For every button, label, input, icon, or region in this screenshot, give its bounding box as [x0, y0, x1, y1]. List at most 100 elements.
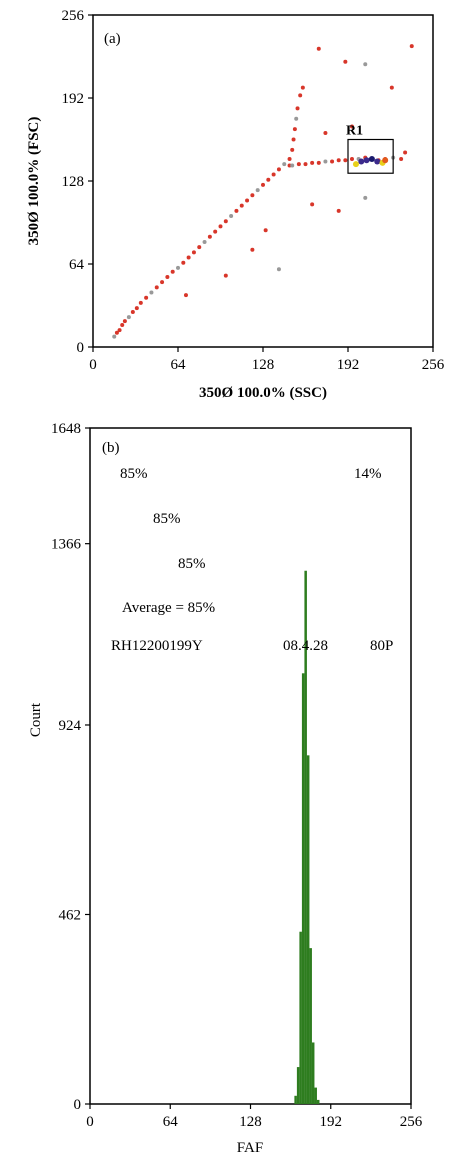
- histogram-x-tick-label: 192: [320, 1114, 343, 1130]
- scatter-dense-point: [382, 157, 389, 164]
- scatter-y-tick-label: 256: [62, 8, 85, 24]
- scatter-point: [296, 162, 301, 167]
- scatter-point: [343, 158, 348, 163]
- scatter-point: [120, 322, 125, 327]
- scatter-y-tick-label: 128: [62, 174, 85, 190]
- scatter-x-tick-label: 256: [422, 357, 445, 373]
- annotation-pct-left-1: 85%: [120, 466, 148, 482]
- scatter-point: [245, 198, 250, 203]
- scatter-point: [202, 239, 207, 244]
- scatter-point: [290, 163, 295, 168]
- scatter-point: [160, 280, 165, 285]
- histogram-y-tick-label: 1366: [51, 537, 82, 553]
- histogram-bar: [301, 673, 305, 1104]
- histogram-bar: [316, 1099, 320, 1104]
- histogram-panel: (b) 0 64 128 192 256 0 462 924 1366 1648 85% 14%…: [28, 421, 423, 1156]
- scatter-point: [336, 158, 341, 163]
- histogram-x-ticks: 0 64 128 192 256: [86, 1104, 423, 1130]
- scatter-dense-point: [368, 155, 375, 162]
- scatter-point: [186, 255, 191, 260]
- histogram-bar: [294, 1095, 297, 1104]
- scatter-point: [197, 245, 202, 250]
- annotation-average: Average = 85%: [122, 600, 215, 616]
- scatter-point: [234, 208, 239, 213]
- scatter-point: [276, 267, 281, 272]
- annotation-date: 08.4.28: [283, 638, 328, 654]
- scatter-point: [316, 46, 321, 51]
- scatter-point: [170, 269, 175, 274]
- scatter-point: [276, 167, 281, 172]
- scatter-point: [310, 160, 315, 165]
- scatter-point: [323, 159, 328, 164]
- scatter-panel: (a) 0 64 128 192 256 0 64 128 192 256 R1 350Ø 10…: [26, 8, 445, 401]
- scatter-point: [263, 228, 268, 233]
- histogram-x-tick-label: 128: [239, 1114, 262, 1130]
- histogram-x-tick-label: 64: [163, 1114, 179, 1130]
- gate-r1-box: [347, 138, 394, 174]
- scatter-point: [149, 290, 154, 295]
- scatter-y-tick-label: 0: [77, 340, 85, 356]
- scatter-x-tick-label: 0: [89, 357, 97, 373]
- scatter-point: [336, 208, 341, 213]
- histogram-bars: [294, 570, 320, 1104]
- histogram-bar: [309, 948, 312, 1104]
- scatter-panel-label: (a): [104, 31, 121, 47]
- scatter-x-axis-label: 350Ø 100.0% (SSC): [199, 385, 327, 401]
- scatter-point: [316, 160, 321, 165]
- scatter-point: [261, 182, 265, 187]
- histogram-x-tick-label: 0: [86, 1114, 94, 1130]
- scatter-point: [389, 85, 394, 90]
- scatter-point: [271, 172, 276, 177]
- scatter-point: [250, 247, 255, 252]
- histogram-y-tick-label: 462: [59, 907, 82, 923]
- scatter-point: [213, 229, 218, 234]
- scatter-y-tick-label: 192: [62, 91, 85, 107]
- scatter-point: [409, 44, 414, 49]
- annotation-pct-right: 14%: [354, 466, 382, 482]
- scatter-point: [165, 274, 170, 279]
- scatter-point: [303, 162, 308, 167]
- scatter-point: [114, 330, 119, 335]
- scatter-point: [403, 150, 408, 155]
- annotation-code: 80P: [370, 638, 393, 654]
- histogram-bar: [299, 931, 302, 1104]
- histogram-x-axis-label: FAF: [237, 1140, 263, 1156]
- histogram-y-ticks: 0 462 924 1366 1648: [51, 421, 90, 1113]
- scatter-point: [191, 250, 196, 255]
- scatter-point: [266, 177, 271, 182]
- histogram-bar: [304, 570, 307, 1104]
- scatter-x-ticks: 0 64 128 192 256: [89, 347, 445, 373]
- scatter-point: [183, 293, 188, 298]
- scatter-x-tick-label: 128: [252, 357, 275, 373]
- histogram-y-axis-label: Court: [28, 702, 44, 737]
- scatter-point: [295, 106, 300, 111]
- scatter-dense-point: [352, 161, 359, 168]
- scatter-point: [291, 137, 296, 142]
- scatter-point: [323, 131, 328, 136]
- scatter-point: [181, 260, 186, 265]
- histogram-panel-label: (b): [102, 440, 120, 456]
- scatter-point: [229, 214, 234, 219]
- scatter-point: [287, 156, 292, 161]
- scatter-point: [282, 162, 287, 167]
- scatter-point: [154, 285, 159, 290]
- annotation-pct-left-3: 85%: [178, 556, 206, 572]
- scatter-point: [138, 300, 143, 305]
- scatter-point: [207, 234, 212, 239]
- scatter-dense-point: [374, 158, 381, 165]
- gate-r1-label: R1: [346, 124, 363, 139]
- scatter-point: [223, 273, 228, 278]
- scatter-point: [112, 334, 117, 339]
- scatter-point: [290, 147, 295, 152]
- scatter-point: [134, 306, 139, 311]
- histogram-bar: [311, 1042, 315, 1104]
- histogram-bar: [314, 1087, 317, 1104]
- scatter-y-axis-label: 350Ø 100.0% (FSC): [26, 117, 42, 246]
- scatter-point: [130, 309, 135, 314]
- scatter-point: [122, 319, 127, 324]
- scatter-point: [363, 195, 368, 200]
- scatter-point: [117, 328, 122, 333]
- scatter-point: [349, 156, 354, 161]
- scatter-dense-point: [358, 158, 365, 165]
- scatter-x-tick-label: 192: [337, 357, 360, 373]
